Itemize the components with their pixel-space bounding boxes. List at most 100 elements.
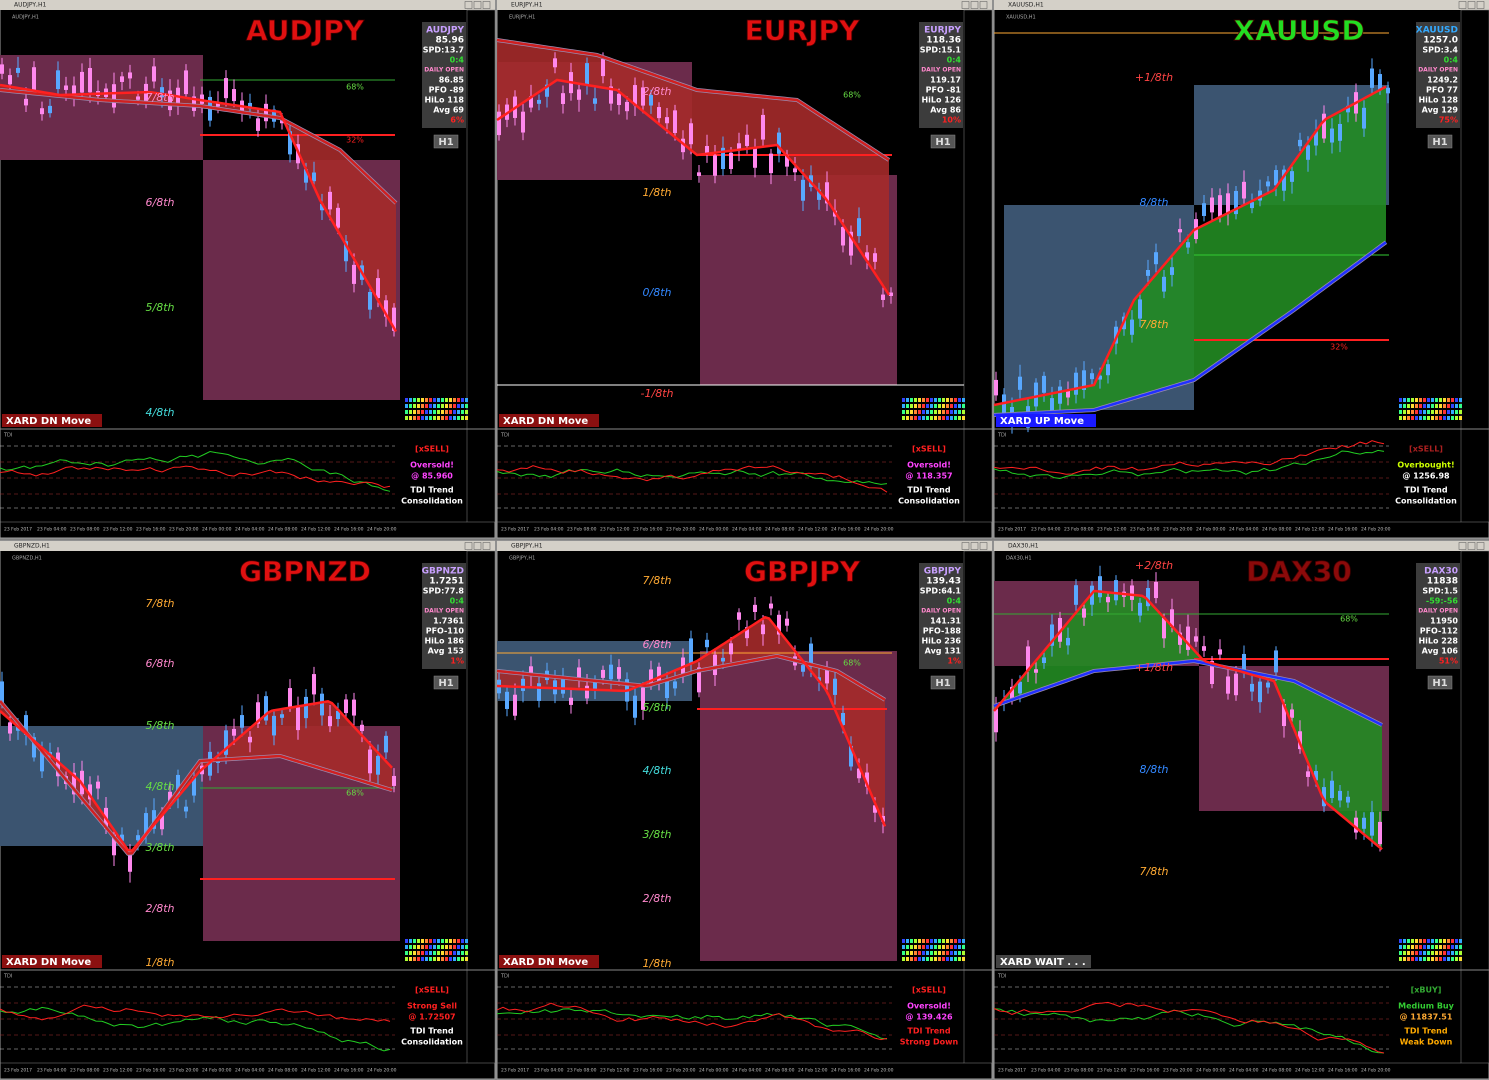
meter-cell	[409, 957, 412, 961]
info-line: DAILY OPEN	[1418, 608, 1458, 615]
meter-cell	[954, 939, 957, 943]
candle	[865, 772, 869, 787]
meter-cell	[1407, 939, 1410, 943]
meter-cell	[950, 951, 953, 955]
candle	[152, 66, 156, 82]
window-button[interactable]	[1476, 542, 1485, 550]
candle	[1050, 624, 1054, 646]
meter-cell	[1459, 404, 1462, 408]
window-button[interactable]	[482, 1, 491, 9]
meter-cell	[461, 416, 464, 420]
info-box	[422, 22, 466, 128]
meter-cell	[930, 957, 933, 961]
meter-cell	[1427, 945, 1430, 949]
meter-cell	[1435, 398, 1438, 402]
candle	[24, 715, 28, 735]
meter-cell	[1411, 398, 1414, 402]
window-button[interactable]	[979, 542, 988, 550]
ma-slow-core	[0, 88, 397, 205]
tdi-signal: Strong Sell	[407, 1002, 457, 1011]
window-button[interactable]	[1467, 542, 1476, 550]
window-button[interactable]	[1467, 1, 1476, 9]
candle	[1146, 270, 1150, 276]
window-button[interactable]	[464, 1, 473, 9]
time-label: 24 Feb 20:00	[864, 527, 894, 533]
meter-cell	[1431, 951, 1434, 955]
candle	[1314, 771, 1318, 781]
window-button[interactable]	[970, 1, 979, 9]
chart-area: 7/8th 6/8th 5/8th 4/8th 3/8th 2/8th 1/8th 68%	[0, 550, 496, 1064]
meter-cell	[1439, 416, 1442, 420]
meter-cell	[958, 404, 961, 408]
level-percent: 32%	[346, 136, 364, 145]
window-button[interactable]	[482, 542, 491, 550]
meter-cell	[1407, 951, 1410, 955]
candle	[320, 693, 324, 716]
meter-cell	[453, 957, 456, 961]
candle	[857, 768, 861, 779]
candle	[777, 614, 781, 635]
meter-cell	[962, 957, 965, 961]
window-button[interactable]	[473, 542, 482, 550]
candle	[857, 218, 861, 237]
candle	[1346, 105, 1350, 113]
meter-cell	[405, 945, 408, 949]
meter-cell	[942, 939, 945, 943]
candle	[673, 681, 677, 689]
candle	[785, 155, 789, 167]
meter-cell	[1403, 945, 1406, 949]
meter-cell	[453, 939, 456, 943]
candle	[288, 688, 292, 708]
window-button[interactable]	[970, 542, 979, 550]
meter-cell	[457, 416, 460, 420]
time-label: 23 Feb 04:00	[534, 1068, 564, 1074]
meter-cell	[1399, 416, 1402, 420]
meter-cell	[437, 939, 440, 943]
meter-cell	[405, 939, 408, 943]
time-label: 24 Feb 16:00	[831, 1068, 861, 1074]
candle	[529, 666, 533, 675]
candle	[64, 85, 68, 90]
time-label: 23 Feb 2017	[4, 1068, 32, 1074]
meter-cell	[433, 398, 436, 402]
time-label: 24 Feb 00:00	[699, 527, 729, 533]
window-button[interactable]	[961, 1, 970, 9]
tdi-line	[0, 1004, 391, 1022]
candle	[737, 143, 741, 150]
candle	[96, 781, 100, 789]
meter-cell	[425, 957, 428, 961]
meter-cell	[1443, 945, 1446, 949]
meter-cell	[930, 404, 933, 408]
meter-cell	[1451, 951, 1454, 955]
info-line: 0:4	[1444, 56, 1459, 65]
candle	[1362, 107, 1366, 129]
time-label: 23 Feb 12:00	[103, 527, 133, 533]
window-button[interactable]	[473, 1, 482, 9]
candle	[585, 685, 589, 699]
info-line: Avg 129	[1422, 106, 1459, 115]
meter-cell	[958, 951, 961, 955]
meter-cell	[1399, 404, 1402, 408]
info-line: DAX30	[1424, 567, 1458, 577]
candle	[1210, 197, 1214, 213]
meter-cell	[914, 410, 917, 414]
window-button[interactable]	[1458, 542, 1467, 550]
tdi-signal: @ 85.960	[411, 472, 453, 481]
window-button[interactable]	[961, 542, 970, 550]
meter-cell	[425, 939, 428, 943]
window-button[interactable]	[979, 1, 988, 9]
candle	[336, 710, 340, 719]
window-button[interactable]	[1476, 1, 1485, 9]
window-button[interactable]	[1458, 1, 1467, 9]
meter-cell	[425, 404, 428, 408]
meter-cell	[1407, 398, 1410, 402]
window-title: DAX30,H1	[1008, 543, 1039, 550]
candle	[120, 834, 124, 841]
meter-cell	[461, 404, 464, 408]
window-button[interactable]	[464, 542, 473, 550]
meter-cell	[1423, 945, 1426, 949]
meter-cell	[417, 957, 420, 961]
time-label: 24 Feb 12:00	[301, 527, 331, 533]
meter-cell	[1419, 398, 1422, 402]
level-percent: 68%	[346, 789, 364, 798]
